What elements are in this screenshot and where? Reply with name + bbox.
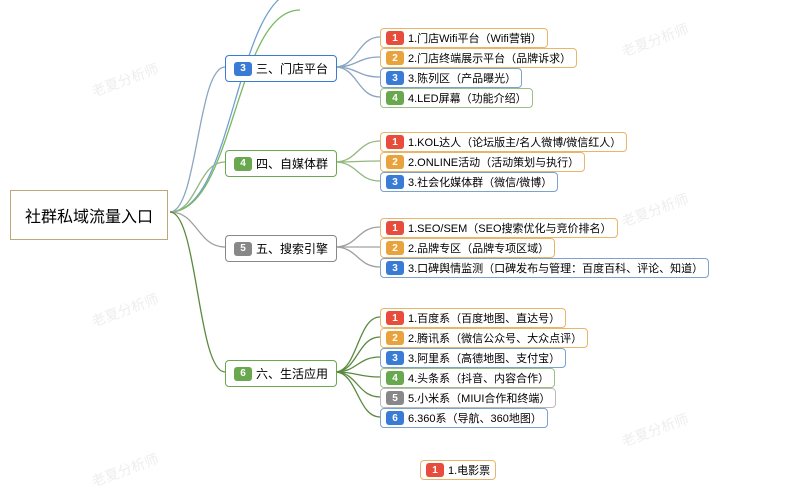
leaf-badge: 3 <box>386 351 404 365</box>
leaf-label: 1.SEO/SEM（SEO搜索优化与竞价排名） <box>408 220 612 236</box>
leaf-label: 3.阿里系（高德地图、支付宝） <box>408 350 560 366</box>
leaf-node[interactable]: 2 2.门店终端展示平台（品牌诉求） <box>380 48 577 68</box>
leaf-node[interactable]: 4 4.头条系（抖音、内容合作） <box>380 368 555 388</box>
branch-badge: 3 <box>234 62 252 76</box>
leaf-label: 3.社会化媒体群（微信/微博） <box>408 174 552 190</box>
branch-label: 三、门店平台 <box>256 60 328 77</box>
leaf-label: 3.口碑舆情监测（口碑发布与管理：百度百科、评论、知道） <box>408 260 703 276</box>
leaf-node[interactable]: 3 3.社会化媒体群（微信/微博） <box>380 172 558 192</box>
leaf-node[interactable]: 6 6.360系（导航、360地图） <box>380 408 548 428</box>
leaf-badge: 5 <box>386 391 404 405</box>
leaf-badge: 1 <box>426 463 444 477</box>
leaf-label: 4.头条系（抖音、内容合作） <box>408 370 549 386</box>
branch-badge: 4 <box>234 157 252 171</box>
leaf-node[interactable]: 1 1.门店Wifi平台（Wifi营销） <box>380 28 548 48</box>
leaf-label: 5.小米系（MIUI合作和终端） <box>408 390 550 406</box>
leaf-node[interactable]: 5 5.小米系（MIUI合作和终端） <box>380 388 556 408</box>
leaf-node[interactable]: 3 3.陈列区（产品曝光） <box>380 68 522 88</box>
leaf-label: 1.门店Wifi平台（Wifi营销） <box>408 30 542 46</box>
leaf-badge: 2 <box>386 155 404 169</box>
branch-label: 四、自媒体群 <box>256 155 328 172</box>
leaf-node[interactable]: 2 2.ONLINE活动（活动策划与执行） <box>380 152 585 172</box>
leaf-label: 1.百度系（百度地图、直达号） <box>408 310 560 326</box>
branch-badge: 5 <box>234 242 252 256</box>
leaf-label: 1.KOL达人（论坛版主/名人微博/微信红人） <box>408 134 621 150</box>
leaf-node[interactable]: 2 2.腾讯系（微信公众号、大众点评） <box>380 328 588 348</box>
watermark: 老夏分析师 <box>89 449 162 492</box>
branch-node[interactable]: 6 六、生活应用 <box>225 360 337 387</box>
leaf-node[interactable]: 1 1.SEO/SEM（SEO搜索优化与竞价排名） <box>380 218 618 238</box>
leaf-badge: 1 <box>386 221 404 235</box>
watermark: 老夏分析师 <box>89 59 162 102</box>
watermark: 老夏分析师 <box>619 189 692 232</box>
branch-node[interactable]: 4 四、自媒体群 <box>225 150 337 177</box>
leaf-node-stub: 1 1.电影票 <box>420 460 496 480</box>
leaf-badge: 6 <box>386 411 404 425</box>
leaf-node[interactable]: 2 2.品牌专区（品牌专项区域） <box>380 238 555 258</box>
watermark: 老夏分析师 <box>619 409 692 452</box>
leaf-label: 2.ONLINE活动（活动策划与执行） <box>408 154 579 170</box>
watermark: 老夏分析师 <box>89 289 162 332</box>
root-node[interactable]: 社群私域流量入口 <box>10 190 168 240</box>
leaf-badge: 2 <box>386 241 404 255</box>
leaf-node[interactable]: 1 1.KOL达人（论坛版主/名人微博/微信红人） <box>380 132 627 152</box>
branch-node[interactable]: 5 五、搜索引擎 <box>225 235 337 262</box>
leaf-badge: 2 <box>386 331 404 345</box>
leaf-label: 3.陈列区（产品曝光） <box>408 70 516 86</box>
branch-label: 六、生活应用 <box>256 365 328 382</box>
leaf-badge: 1 <box>386 31 404 45</box>
leaf-badge: 4 <box>386 371 404 385</box>
leaf-badge: 3 <box>386 261 404 275</box>
leaf-badge: 3 <box>386 71 404 85</box>
leaf-label: 1.电影票 <box>448 462 490 478</box>
leaf-badge: 1 <box>386 135 404 149</box>
leaf-badge: 4 <box>386 91 404 105</box>
root-label: 社群私域流量入口 <box>25 209 153 226</box>
watermark: 老夏分析师 <box>619 19 692 62</box>
mindmap-canvas: 老夏分析师 老夏分析师 老夏分析师 老夏分析师 老夏分析师 老夏分析师 社群私域… <box>0 0 800 500</box>
leaf-badge: 3 <box>386 175 404 189</box>
leaf-node[interactable]: 1 1.百度系（百度地图、直达号） <box>380 308 566 328</box>
leaf-node[interactable]: 3 3.口碑舆情监测（口碑发布与管理：百度百科、评论、知道） <box>380 258 709 278</box>
leaf-label: 2.腾讯系（微信公众号、大众点评） <box>408 330 582 346</box>
leaf-badge: 1 <box>386 311 404 325</box>
leaf-node[interactable]: 4 4.LED屏幕（功能介绍） <box>380 88 533 108</box>
leaf-label: 4.LED屏幕（功能介绍） <box>408 90 527 106</box>
leaf-badge: 2 <box>386 51 404 65</box>
leaf-label: 2.品牌专区（品牌专项区域） <box>408 240 549 256</box>
branch-node[interactable]: 3 三、门店平台 <box>225 55 337 82</box>
branch-badge: 6 <box>234 367 252 381</box>
leaf-label: 2.门店终端展示平台（品牌诉求） <box>408 50 571 66</box>
leaf-label: 6.360系（导航、360地图） <box>408 410 542 426</box>
leaf-node[interactable]: 3 3.阿里系（高德地图、支付宝） <box>380 348 566 368</box>
branch-label: 五、搜索引擎 <box>256 240 328 257</box>
